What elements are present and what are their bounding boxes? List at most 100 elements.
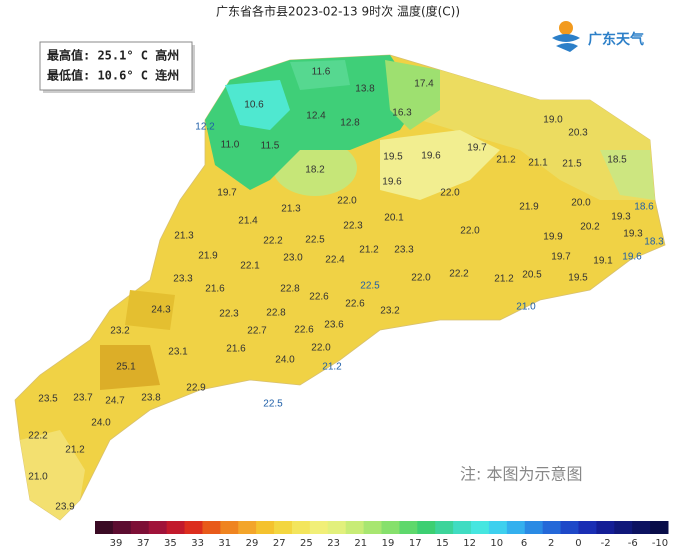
- legend-swatch: [327, 521, 347, 534]
- temperature-label: 21.3: [281, 204, 301, 215]
- temperature-label: 12.8: [340, 118, 360, 129]
- temperature-label: 21.2: [322, 362, 342, 373]
- temperature-label: 25.1: [116, 362, 136, 373]
- temperature-label: 17.4: [414, 79, 434, 90]
- temperature-label: 22.2: [449, 269, 469, 280]
- temperature-label: 19.6: [421, 151, 441, 162]
- legend-swatch: [578, 521, 597, 534]
- temperature-label: 23.2: [110, 326, 130, 337]
- temperature-label: 22.0: [460, 226, 480, 237]
- legend-label: -10: [652, 538, 668, 549]
- temperature-label: 22.6: [294, 325, 314, 336]
- temperature-label: 22.5: [263, 399, 283, 410]
- temperature-label: 23.7: [73, 393, 93, 404]
- legend-label: 15: [436, 538, 449, 549]
- temperature-label: 22.9: [186, 383, 206, 394]
- legend-label: 39: [110, 538, 123, 549]
- legend-swatch: [596, 521, 615, 534]
- legend-swatch: [524, 521, 544, 534]
- temperature-label: 20.0: [571, 198, 591, 209]
- temperature-label: 19.7: [467, 143, 487, 154]
- legend-label: 37: [137, 538, 150, 549]
- temperature-label: 19.5: [383, 152, 403, 163]
- temperature-label: 24.0: [91, 418, 111, 429]
- temperature-label: 22.6: [345, 299, 365, 310]
- legend-swatch: [417, 521, 436, 534]
- legend-swatch: [148, 521, 168, 534]
- brand-logo: 广东天气: [552, 21, 644, 52]
- legend-label: 33: [191, 538, 204, 549]
- temperature-label: 22.0: [311, 343, 331, 354]
- legend-swatch: [112, 521, 132, 534]
- legend-label: 31: [218, 538, 231, 549]
- temperature-label: 24.3: [151, 305, 171, 316]
- legend: 39 37 35 33 31 29 27 25 23 21 19 17 15 12 10 6 2 0 -2 -6 -10: [95, 521, 669, 549]
- temperature-label: 16.3: [392, 108, 412, 119]
- legend-label: 19: [382, 538, 395, 549]
- legend-swatch: [130, 521, 150, 534]
- legend-label: -2: [601, 538, 611, 549]
- temperature-label: 22.8: [280, 284, 300, 295]
- legend-label: -6: [628, 538, 638, 549]
- temperature-label: 19.5: [568, 273, 588, 284]
- temperature-label: 23.5: [38, 394, 58, 405]
- temperature-label: 21.2: [65, 445, 85, 456]
- legend-swatch: [471, 521, 490, 534]
- temperature-label: 21.5: [562, 159, 582, 170]
- map-title: 广东省各市县2023-02-13 9时次 温度(度(C)): [216, 4, 460, 19]
- temperature-label: 22.5: [360, 281, 380, 292]
- stats-box: 最高值: 25.1° C 高州 最低值: 10.6° C 连州: [39, 41, 195, 93]
- legend-swatch: [506, 521, 526, 534]
- temperature-label: 23.0: [283, 253, 303, 264]
- legend-swatch: [560, 521, 579, 534]
- temperature-label: 22.1: [240, 261, 260, 272]
- legend-label: 10: [490, 538, 503, 549]
- temperature-label: 13.8: [355, 84, 375, 95]
- legend-swatch: [95, 521, 114, 534]
- legend-label: 17: [409, 538, 422, 549]
- temperature-label: 21.9: [519, 202, 539, 213]
- temperature-label: 10.6: [244, 100, 264, 111]
- legend-swatch: [453, 521, 472, 534]
- temperature-label: 21.4: [238, 216, 258, 227]
- temperature-label: 23.3: [394, 245, 414, 256]
- legend-swatch: [238, 521, 257, 534]
- temperature-label: 21.9: [198, 251, 218, 262]
- legend-swatch: [632, 521, 651, 534]
- temperature-label: 21.1: [528, 158, 548, 169]
- legend-swatch: [488, 521, 508, 534]
- legend-label: 6: [521, 538, 527, 549]
- legend-swatch: [650, 521, 669, 534]
- temperature-label: 11.0: [221, 140, 240, 151]
- legend-label: 21: [354, 538, 367, 549]
- temperature-label: 22.2: [263, 236, 283, 247]
- temperature-label: 12.2: [195, 122, 215, 133]
- temperature-label: 19.7: [551, 252, 571, 263]
- temperature-label: 22.8: [266, 308, 286, 319]
- legend-swatch: [381, 521, 400, 534]
- temperature-label: 22.2: [28, 431, 48, 442]
- legend-label: 29: [246, 538, 259, 549]
- legend-swatch: [166, 521, 186, 534]
- temperature-label: 22.3: [219, 309, 239, 320]
- brand-name: 广东天气: [588, 31, 644, 48]
- temperature-label: 22.0: [337, 196, 357, 207]
- temperature-label: 18.3: [644, 237, 664, 248]
- temperature-label: 22.7: [247, 326, 267, 337]
- legend-swatch: [291, 521, 311, 534]
- legend-swatch: [256, 521, 275, 534]
- temperature-label: 21.0: [28, 472, 48, 483]
- legend-swatch: [399, 521, 418, 534]
- legend-label: 2: [548, 538, 554, 549]
- temperature-label: 18.2: [305, 165, 325, 176]
- temperature-label: 22.3: [343, 221, 363, 232]
- temperature-label: 22.0: [440, 188, 460, 199]
- map-note: 注: 本图为示意图: [460, 465, 582, 484]
- legend-swatch: [345, 521, 365, 534]
- temperature-label: 18.6: [634, 202, 654, 213]
- label-layer: 11.6 13.8 17.4 10.6 16.3 12.4 12.8 12.2 11.0 11.5…: [28, 67, 664, 513]
- legend-swatch: [435, 521, 454, 534]
- legend-label: 35: [164, 538, 177, 549]
- temperature-label: 20.1: [384, 213, 404, 224]
